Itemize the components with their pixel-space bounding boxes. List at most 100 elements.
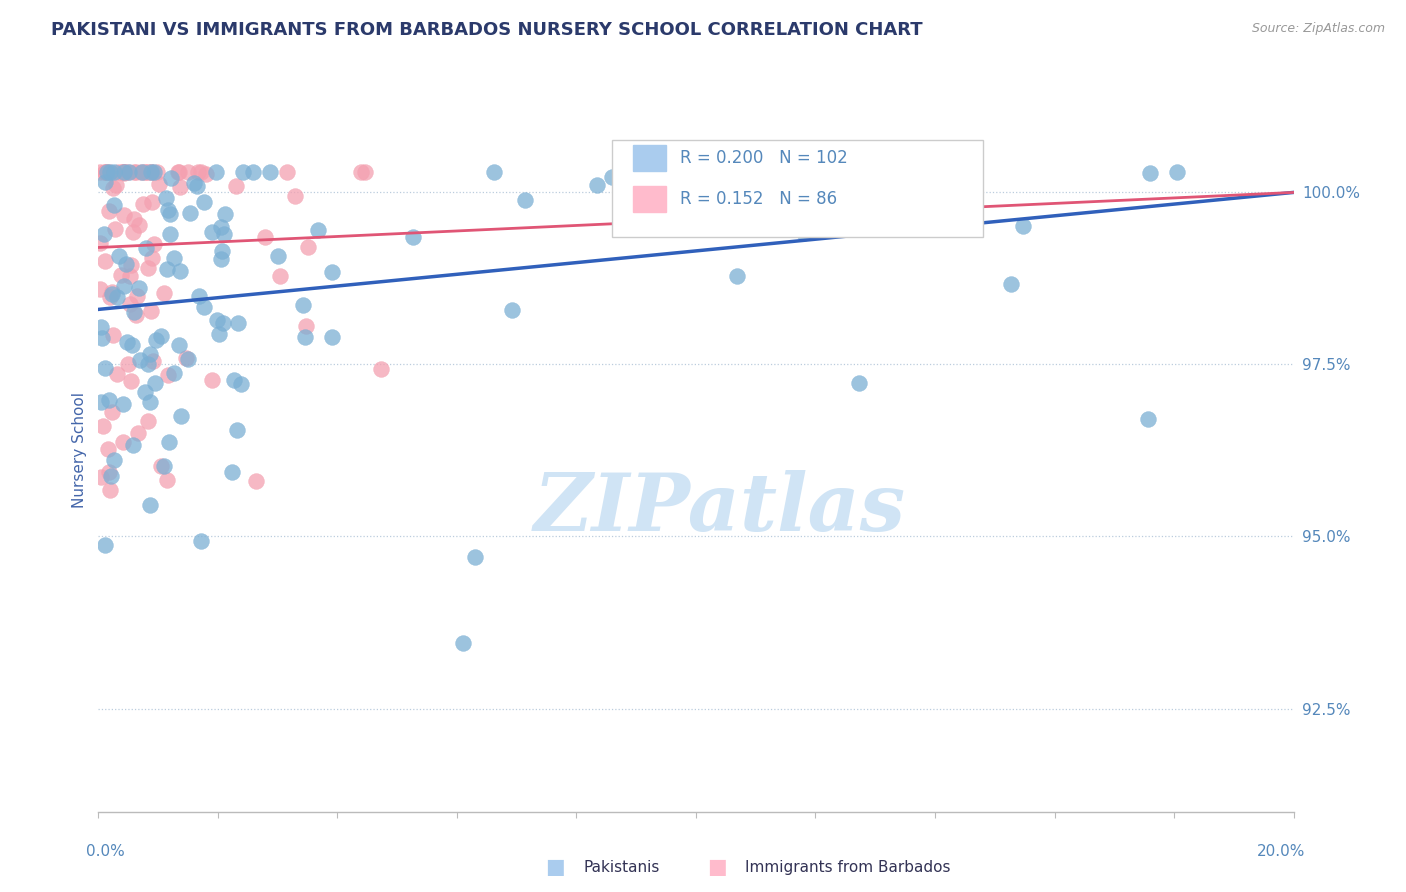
Point [1166,165,1188,179]
Point [725,269,748,284]
Text: 0.0%: 0.0% [87,844,125,859]
Point [163,366,186,380]
Point [105,368,128,382]
Point [94,361,117,376]
Point [129,352,152,367]
Text: ■: ■ [546,857,565,877]
Point [91,418,114,433]
Text: Immigrants from Barbados: Immigrants from Barbados [745,860,950,874]
Point [118,297,141,311]
Point [370,362,392,376]
Point [148,178,170,192]
Point [242,165,264,179]
Point [201,373,224,387]
Point [269,268,291,283]
Point [112,208,135,222]
Point [103,198,125,212]
Point [139,395,162,409]
Point [135,165,157,179]
Point [121,338,143,352]
Point [141,304,163,318]
Point [259,165,281,179]
Point [129,165,152,179]
Point [1012,219,1035,233]
Point [98,165,121,179]
FancyBboxPatch shape [613,140,983,237]
Point [136,165,159,179]
Point [194,167,217,181]
Point [94,538,117,552]
Point [94,175,117,189]
Point [159,227,181,242]
Point [801,165,824,179]
Point [111,165,134,179]
Point [98,483,121,497]
Point [105,289,128,303]
Point [155,473,177,487]
Point [291,298,314,312]
Point [177,165,200,179]
Point [100,286,122,301]
Point [131,196,153,211]
Point [112,165,135,179]
Point [353,165,375,179]
Text: Source: ZipAtlas.com: Source: ZipAtlas.com [1251,22,1385,36]
Point [295,319,318,334]
Point [112,279,135,293]
Point [193,300,215,314]
Point [157,435,180,450]
Point [136,357,159,371]
Point [101,328,124,343]
Point [453,636,475,650]
Point [117,357,139,371]
Point [155,191,177,205]
Point [143,376,166,390]
Point [139,347,162,361]
Point [122,165,145,179]
Point [115,257,138,271]
Point [153,286,176,301]
Point [157,368,180,382]
Point [112,434,135,449]
Point [402,230,425,244]
Point [146,165,169,179]
Point [112,166,135,180]
Point [245,474,267,488]
Point [115,335,138,350]
Point [222,373,245,387]
Point [103,165,125,179]
Point [211,316,233,330]
Point [93,227,115,241]
Point [156,261,179,276]
Point [125,308,148,322]
Point [169,179,191,194]
Point [132,165,155,179]
Point [136,260,159,275]
Point [135,241,157,255]
Point [209,252,232,266]
Point [136,414,159,428]
Point [153,459,176,474]
Point [848,376,870,390]
Point [142,236,165,251]
Point [204,165,226,179]
Point [122,211,145,226]
Point [600,170,623,185]
Point [150,328,173,343]
Point [294,330,316,344]
Point [98,165,121,179]
Point [225,178,247,193]
Point [190,534,212,549]
Point [98,204,121,219]
Point [160,170,183,185]
Point [163,251,186,265]
Point [97,442,120,456]
Point [157,203,180,218]
Point [145,333,167,347]
Point [232,165,254,179]
Point [94,165,117,179]
Point [122,438,145,452]
Point [174,351,197,365]
Point [464,549,486,564]
Text: Pakistanis: Pakistanis [583,860,659,874]
